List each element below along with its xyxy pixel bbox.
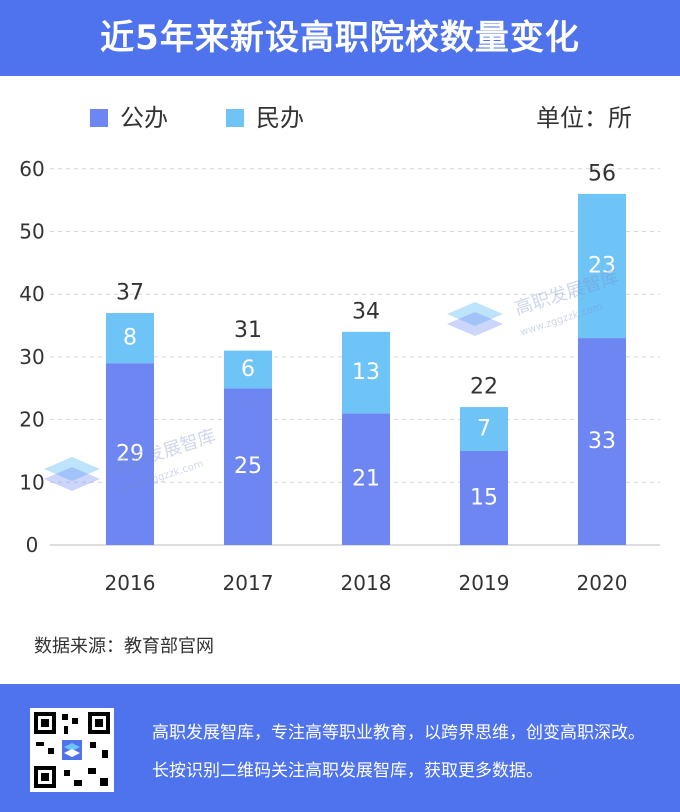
watermark-right: 高职发展智库 www.zggzzk.com <box>445 266 621 348</box>
x-tick-label: 2019 <box>459 571 510 595</box>
page-title: 近5年来新设高职院校数量变化 <box>100 18 580 58</box>
total-label: 22 <box>470 375 498 400</box>
footer-banner: 高职发展智库，专注高等职业教育，以跨界思维，创变高职深改。 长按识别二维码关注高… <box>0 684 680 812</box>
legend-label-public: 公办 <box>120 104 168 132</box>
y-tick-label: 10 <box>19 470 44 494</box>
x-tick-label: 2018 <box>341 571 392 595</box>
total-label: 34 <box>352 299 380 324</box>
qr-code <box>30 708 114 792</box>
bar-segment-private <box>460 407 508 451</box>
data-label-public: 29 <box>116 442 144 467</box>
total-label: 37 <box>116 281 144 306</box>
bar-segment-public <box>224 388 272 545</box>
total-label: 31 <box>234 318 262 343</box>
y-tick-label: 60 <box>19 157 44 181</box>
qr-code-icon <box>34 712 110 788</box>
bar-segment-public <box>342 413 390 545</box>
bar-segment-private <box>578 193 626 339</box>
total-label: 56 <box>588 161 616 186</box>
footer-qr-hint: 长按识别二维码关注高职发展智库，获取更多数据。 <box>152 761 543 781</box>
legend-label-private: 民办 <box>256 104 304 132</box>
x-tick-label: 2016 <box>105 571 156 595</box>
y-tick-label: 20 <box>19 408 44 432</box>
bar-segment-public <box>106 363 154 545</box>
data-label-private: 7 <box>477 417 491 442</box>
bar-segment-private <box>224 350 272 389</box>
data-label-public: 21 <box>352 467 380 492</box>
legend-swatch-private <box>226 109 244 127</box>
data-source: 数据来源：教育部官网 <box>34 636 214 657</box>
data-label-private: 13 <box>352 360 380 385</box>
x-tick-label: 2017 <box>223 571 274 595</box>
footer-slogan: 高职发展智库，专注高等职业教育，以跨界思维，创变高职深改。 <box>152 723 645 743</box>
y-tick-label: 50 <box>19 220 44 244</box>
data-label-public: 15 <box>470 485 498 510</box>
watermark-logo-icon <box>447 302 503 336</box>
data-label-public: 33 <box>588 429 616 454</box>
unit-label: 单位：所 <box>536 104 632 132</box>
bar-chart: 0 10 20 30 40 50 60 29 8 37 2016 25 6 31 2017 21 13 34 201… <box>19 157 660 595</box>
header-banner: 近5年来新设高职院校数量变化 <box>0 0 680 76</box>
data-label-public: 25 <box>234 454 262 479</box>
x-tick-label: 2020 <box>577 571 628 595</box>
y-tick-label: 30 <box>19 345 44 369</box>
data-label-private: 8 <box>123 326 137 351</box>
bar-segment-public <box>578 338 626 545</box>
watermark-left: 高职发展智库 www.zggzzk.com <box>42 425 218 503</box>
bar-segment-public <box>460 450 508 545</box>
bar-segment-private <box>342 331 390 414</box>
data-label-private: 23 <box>588 253 616 278</box>
bar-segment-private <box>106 313 154 364</box>
watermark-logo-icon <box>44 457 100 491</box>
y-tick-label: 40 <box>19 282 44 306</box>
data-label-private: 6 <box>241 357 255 382</box>
legend-swatch-public <box>90 109 108 127</box>
y-tick-label: 0 <box>26 533 39 557</box>
